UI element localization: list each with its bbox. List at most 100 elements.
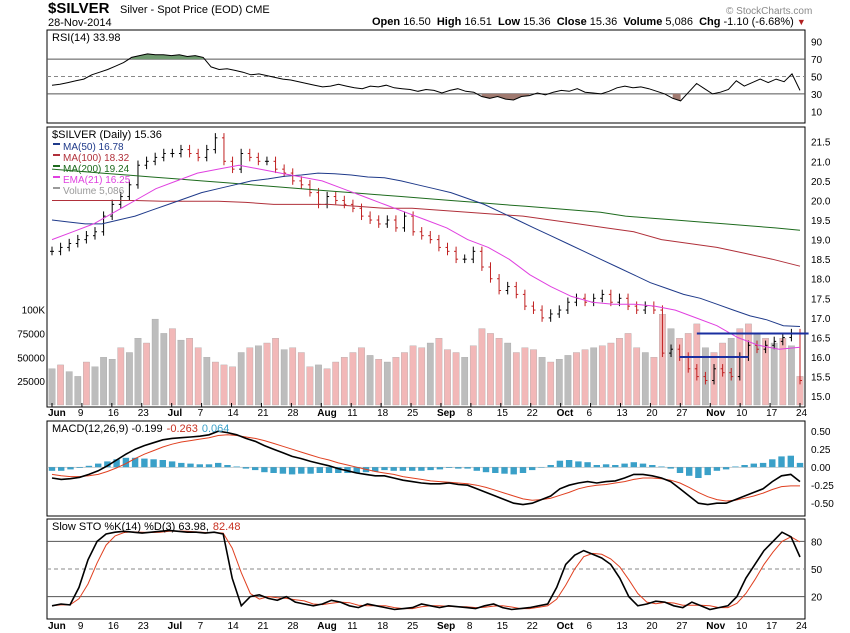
legend-swatch <box>53 143 60 145</box>
stoch-x-label: 7 <box>198 621 204 632</box>
macd-histogram-bar <box>104 461 111 468</box>
volume-bar <box>469 345 477 406</box>
macd-main-label: MACD(12,26,9) -0.199 <box>52 423 163 435</box>
volume-bar <box>220 364 228 406</box>
price-x-label: 8 <box>467 408 473 419</box>
price-x-label: Oct <box>557 408 574 419</box>
macd-histogram-bar <box>298 467 305 474</box>
price-x-label: 10 <box>736 408 748 419</box>
price-panel <box>46 126 806 408</box>
macd-histogram-bar <box>242 467 250 469</box>
macd-histogram-bar <box>168 461 176 468</box>
rsi-tick-label: 10 <box>811 107 823 118</box>
macd-histogram-bar <box>76 467 83 468</box>
macd-histogram-bar <box>612 465 619 468</box>
stoch-label: Slow STO %K(14) %D(3) 63.98, 82.48 <box>52 521 240 533</box>
macd-histogram-bar <box>575 461 582 468</box>
macd-histogram-bar <box>141 458 148 468</box>
macd-histogram-bar <box>215 462 222 468</box>
macd-histogram-bar <box>196 464 203 468</box>
rsi-oversold-area <box>672 93 681 101</box>
volume-bar <box>48 368 56 406</box>
volume-bar <box>91 366 99 406</box>
volume-bar <box>547 361 555 406</box>
volume-bar <box>74 376 82 406</box>
price-x-label: 16 <box>108 408 120 419</box>
macd-tick-label: -0.50 <box>811 499 834 510</box>
stoch-tick-label: 50 <box>811 565 823 576</box>
legend-swatch <box>53 187 60 189</box>
volume-bar <box>512 352 520 406</box>
macd-histogram-bar <box>722 467 730 470</box>
price-x-label: 13 <box>616 408 628 419</box>
macd-histogram-bar <box>122 457 130 468</box>
macd-histogram-bar <box>501 467 508 474</box>
volume-bar <box>255 345 262 406</box>
macd-histogram-bar <box>750 463 757 468</box>
macd-histogram-bar <box>279 467 287 474</box>
volume-bar <box>444 349 451 406</box>
macd-histogram-bar <box>390 467 397 471</box>
volume-bar <box>521 347 529 406</box>
macd-histogram-bar <box>686 467 693 476</box>
volume-bar <box>538 357 546 406</box>
macd-histogram-bar <box>565 460 573 468</box>
volume-bar <box>160 333 168 406</box>
macd-histogram-bar <box>381 467 388 471</box>
volume-bar <box>272 338 279 406</box>
volume-bar <box>762 338 769 406</box>
volume-bar <box>315 364 322 406</box>
price-tick-label: 16.0 <box>811 353 831 364</box>
high-value: 16.51 <box>464 16 492 28</box>
price-x-label: 9 <box>78 408 84 419</box>
stoch-x-label: 18 <box>377 621 389 632</box>
macd-histogram-bar <box>796 462 804 468</box>
price-tick-label: 15.0 <box>811 392 831 403</box>
volume-bar <box>375 359 383 406</box>
volume-bar <box>452 352 460 406</box>
stoch-x-label: 25 <box>407 621 419 632</box>
price-tick-label: 19.5 <box>811 216 831 227</box>
rsi-line <box>51 53 801 102</box>
ma200-line <box>51 168 801 231</box>
rsi-tick-label: 90 <box>811 38 823 49</box>
macd-histogram-bar <box>205 464 213 468</box>
price-x-label: Jun <box>48 408 66 419</box>
volume-bar <box>306 366 314 406</box>
volume-tick-label: 100K <box>22 306 46 317</box>
price-tick-label: 17.0 <box>811 314 831 325</box>
volume-bar <box>332 361 340 406</box>
stoch-x-label: Nov <box>706 621 725 632</box>
price-x-label: Nov <box>706 408 725 419</box>
volume-bar <box>426 342 434 406</box>
macd-histogram-bar <box>473 467 480 471</box>
macd-histogram-bar <box>510 467 517 475</box>
macd-histogram-bar <box>307 467 314 474</box>
volume-bar <box>383 361 391 406</box>
stoch-x-label: 16 <box>108 621 120 632</box>
macd-histogram-bar <box>58 467 65 471</box>
macd-line <box>51 430 801 506</box>
macd-histogram-bar <box>316 467 323 473</box>
macd-histogram-bar <box>85 465 93 468</box>
volume-bar <box>401 352 408 406</box>
high-label: High <box>436 16 462 28</box>
macd-histogram-bar <box>547 465 554 468</box>
stoch-x-label: Jun <box>48 621 66 632</box>
macd-histogram-bar <box>178 462 185 468</box>
macd-histogram-bar <box>353 467 360 473</box>
stoch-x-label: 21 <box>257 621 269 632</box>
macd-histogram-bar <box>131 457 139 468</box>
macd-histogram-bar <box>159 460 166 468</box>
macd-histogram-bar <box>288 467 296 475</box>
stoch-x-label: Sep <box>437 621 455 632</box>
price-x-label: Sep <box>437 408 455 419</box>
macd-histogram-bar <box>741 465 748 468</box>
macd-histogram-bar <box>492 467 499 473</box>
volume-value: 5,086 <box>665 16 693 28</box>
price-x-label: 21 <box>257 408 269 419</box>
macd-histogram-bar <box>713 467 721 471</box>
volume-bar <box>203 357 211 406</box>
price-x-label: 22 <box>527 408 539 419</box>
